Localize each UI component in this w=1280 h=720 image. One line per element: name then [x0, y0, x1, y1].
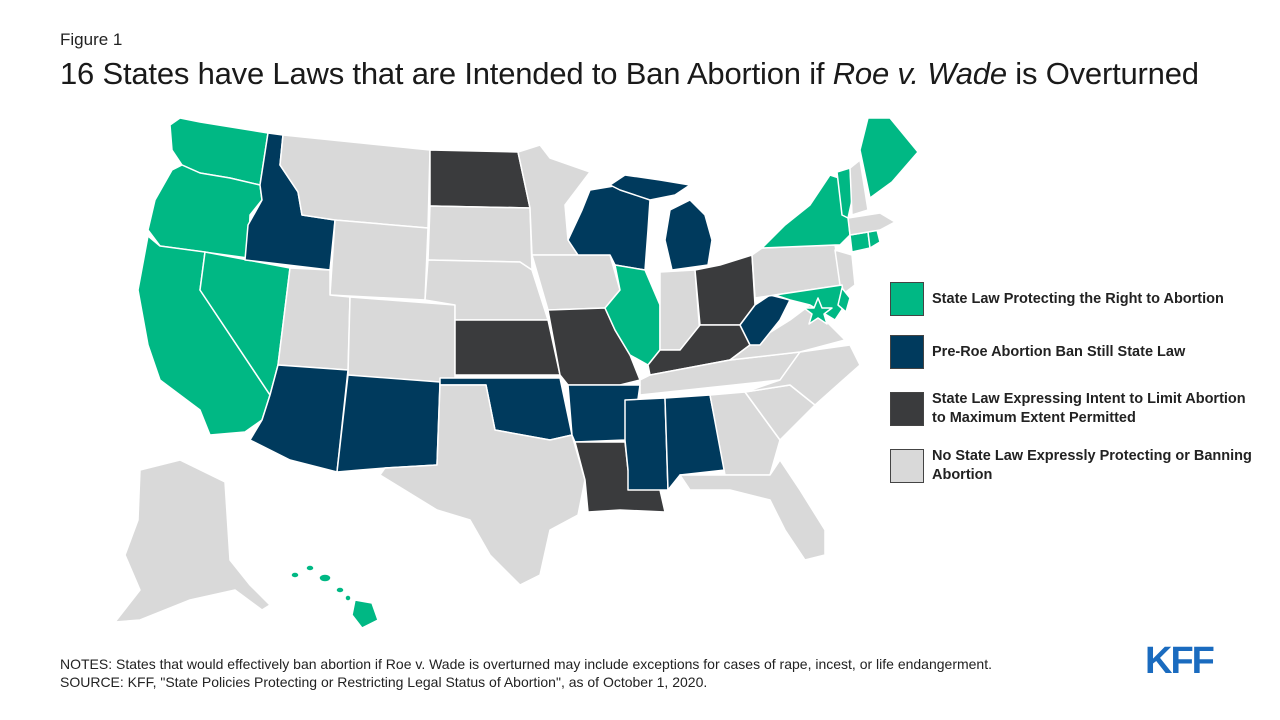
state-AK [114, 459, 271, 623]
legend-item-intent: State Law Expressing Intent to Limit Abo… [890, 390, 1262, 428]
legend-swatch-intent [890, 392, 924, 426]
legend-item-preroe: Pre-Roe Abortion Ban Still State Law [890, 335, 1185, 369]
notes-text: NOTES: States that would effectively ban… [60, 656, 992, 672]
state-KS [454, 319, 561, 376]
state-WV [739, 294, 791, 346]
state-ME [859, 117, 919, 199]
state-MA [847, 212, 896, 236]
state-RI [867, 229, 881, 249]
state-FL [679, 459, 826, 561]
legend-label-none: No State Law Expressly Protecting or Ban… [932, 448, 1252, 483]
state-TX [379, 384, 586, 586]
legend-swatch-none [890, 449, 924, 483]
figure-label: Figure 1 [60, 30, 123, 49]
state-MI-lower [664, 199, 713, 271]
legend-swatch-protect [890, 282, 924, 316]
state-IL [604, 264, 661, 366]
state-MN [517, 144, 591, 256]
state-NJ [834, 249, 856, 296]
state-WY [329, 219, 429, 301]
state-ND [429, 149, 531, 209]
legend-item-none: No State Law Expressly Protecting or Ban… [890, 447, 1262, 485]
kff-logo: KFF [1145, 640, 1215, 682]
page-title: 16 States have Laws that are Intended to… [60, 56, 1199, 92]
state-NC [744, 344, 861, 406]
footer-notes: NOTES: States that would effectively ban… [60, 655, 1060, 691]
legend-item-protect: State Law Protecting the Right to Aborti… [890, 282, 1224, 316]
state-DE [837, 287, 851, 313]
state-AL [664, 394, 726, 491]
state-MT [279, 134, 431, 229]
state-MI [609, 174, 691, 201]
legend-label-preroe: Pre-Roe Abortion Ban Still State Law [932, 343, 1186, 360]
title-part-2: is Overturned [1006, 56, 1199, 91]
state-MS [624, 397, 669, 491]
title-italic: Roe v. Wade [832, 56, 1007, 91]
state-NY [761, 174, 851, 249]
state-GA [709, 391, 781, 476]
legend-label-protect: State Law Protecting the Right to Aborti… [932, 290, 1224, 307]
state-IA [531, 254, 621, 311]
source-text: SOURCE: KFF, "State Policies Protecting … [60, 674, 708, 690]
title-part-1: 16 States have Laws that are Intended to… [60, 56, 833, 91]
state-NH [849, 159, 869, 216]
legend-label-intent: State Law Expressing Intent to Limit Abo… [932, 391, 1246, 426]
state-VT [836, 167, 853, 219]
state-DC [803, 297, 833, 325]
state-CO [347, 296, 456, 386]
legend-swatch-preroe [890, 335, 924, 369]
state-HI [290, 564, 379, 629]
state-NM [336, 374, 441, 473]
